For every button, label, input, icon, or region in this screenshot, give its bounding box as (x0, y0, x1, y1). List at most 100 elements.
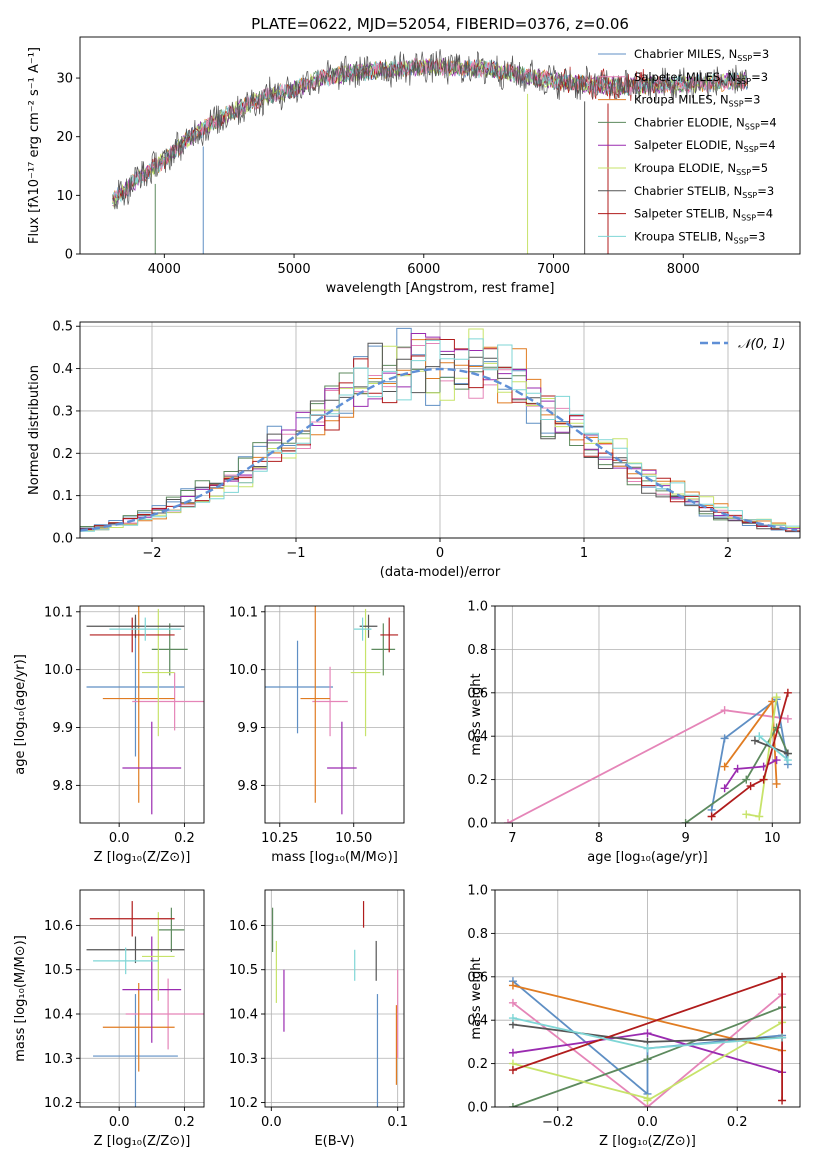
errorbar-point (109, 617, 182, 641)
tick-label-x: 0.2 (727, 1115, 748, 1130)
errorbar-point (86, 614, 185, 638)
errorbar-point (93, 947, 159, 975)
tick-label-y: 0.0 (467, 1101, 488, 1116)
legend-label: Chabrier STELIB, NSSP=3 (634, 184, 774, 200)
tick-label-y: 0.1 (52, 489, 73, 504)
tick-label-y: 10.5 (229, 963, 258, 978)
mass-weight-marker (643, 1055, 652, 1064)
tick-label-y: 0.6 (467, 686, 488, 701)
mass-weight-line (710, 697, 789, 811)
mass-weight-marker (643, 1096, 652, 1105)
tick-label-y: 10.4 (44, 1008, 73, 1023)
tick-label-y: 10.2 (44, 1096, 73, 1111)
residual-legend: 𝒩(0, 1) (700, 337, 785, 352)
residuals-xlabel: (data-model)/error (380, 565, 501, 580)
tick-label-y: 10.6 (44, 919, 73, 934)
tick-label-y: 10.2 (229, 1096, 258, 1111)
legend-label: Salpeter STELIB, NSSP=4 (634, 207, 773, 223)
age_vs_Z-frame (79, 605, 205, 824)
age_vs_Z-errorbars (86, 606, 204, 815)
residuals-axes: −2 −1 0 1 2 0.0 0.1 0.2 0.3 0.4 0.5 (data-model)/er… (27, 320, 800, 580)
tick-label-y: 0.4 (467, 1014, 488, 1029)
mass-weight-marker (783, 756, 792, 765)
mass_vs_ebv-yticks: 10.2 10.3 10.4 10.5 10.6 (229, 919, 404, 1111)
mass-weight-marker (508, 1014, 517, 1023)
legend-label: Kroupa ELODIE, NSSP=5 (634, 161, 768, 177)
spectrum-legend: Chabrier MILES, NSSP=3 Salpeter MILES, NS… (598, 47, 777, 245)
mass-weight-marker (707, 812, 716, 821)
tick-label-x: −1 (286, 546, 305, 561)
tick-label-y: 30 (56, 72, 73, 87)
errorbar-point (300, 606, 331, 803)
mass-weight-line (685, 725, 789, 823)
tick-label-x: 7000 (537, 262, 570, 277)
tick-label-y: 0.8 (467, 643, 488, 658)
errorbar-point (142, 912, 175, 1001)
age_vs_Z-xticks: 0.0 0.2 (109, 606, 195, 846)
mass-weight-marker (720, 734, 729, 743)
tick-label-x: 0.0 (637, 1115, 658, 1130)
legend-label: Kroupa MILES, NSSP=3 (634, 93, 760, 109)
tick-label-x: 10 (764, 831, 781, 846)
errorbar-point (93, 994, 178, 1107)
tick-label-y: 0.2 (52, 447, 73, 462)
weight_vs_Z-ylabel: mass weight (469, 957, 484, 1039)
spectrum-xlabel: wavelength [Angstrom, rest frame] (326, 281, 555, 296)
weight_vs_age-ylabel: mass weight (469, 673, 484, 755)
spectrum-yticks: 0 10 20 30 (56, 72, 80, 263)
weight_vs_age-yticks: 0.0 0.2 0.4 0.6 0.8 1.0 (467, 600, 800, 832)
mass-weight-line (711, 692, 789, 818)
mass-weight-marker (508, 981, 517, 990)
mass-weight-marker (508, 1066, 517, 1075)
residuals-frame (79, 321, 801, 539)
tick-label-x: 0 (436, 546, 444, 561)
mass-weight-marker (643, 1029, 652, 1038)
mass-weight-marker (508, 1048, 517, 1057)
mass-weight-line (723, 759, 778, 789)
mass_vs_ebv-xlabel: E(B-V) (314, 1134, 354, 1149)
spectrum-axes: 4000 5000 6000 7000 8000 0 10 20 30 wavelength [A… (27, 47, 700, 296)
errorbar-point (122, 721, 182, 815)
tick-label-y: 10.5 (44, 963, 73, 978)
mass_vs_Z-frame (79, 889, 205, 1108)
errorbar-point (142, 608, 175, 737)
weight_vs_Z-yticks: 0.0 0.2 0.4 0.6 0.8 1.0 (467, 884, 800, 1116)
tick-label-x: 4000 (148, 262, 181, 277)
tick-label-x: 0.2 (174, 831, 195, 846)
mass_vs_Z-axes: 0.0 0.2 10.2 10.3 10.4 10.5 10.6 Z [log₁₀(Z/Z⊙)… (13, 890, 204, 1149)
tick-label-x: −0.2 (542, 1115, 574, 1130)
tick-label-x: 0.2 (174, 1115, 195, 1130)
legend-label: 𝒩(0, 1) (738, 337, 785, 352)
tick-label-y: 1.0 (467, 600, 488, 615)
tick-label-y: 10.3 (44, 1052, 73, 1067)
mass-weight-marker (643, 1044, 652, 1053)
residual-histogram-step (80, 342, 800, 532)
mass-weight-marker (720, 762, 729, 771)
tick-label-y: 10.0 (44, 663, 73, 678)
residuals-xticks: −2 −1 0 1 2 (142, 322, 732, 561)
tick-label-y: 10.4 (229, 1008, 258, 1023)
weight_vs_Z-lines (508, 972, 787, 1107)
mass_vs_ebv-xticks: 0.0 0.1 (261, 890, 408, 1130)
tick-label-x: 7 (508, 831, 516, 846)
tick-label-y: 20 (56, 130, 73, 145)
mass-weight-line (758, 735, 789, 761)
errorbar-point (89, 901, 175, 937)
mass-weight-marker (772, 693, 781, 702)
age_vs_mass-xlabel: mass [log₁₀(M/M⊙)] (271, 850, 398, 865)
tick-label-y: 0 (65, 248, 73, 263)
tick-label-x: 9 (681, 831, 689, 846)
tick-label-y: 0.5 (52, 320, 73, 335)
mass-weight-marker (755, 812, 764, 821)
tick-label-y: 0.4 (467, 730, 488, 745)
age_vs_mass-xticks: 10.25 10.50 (261, 606, 372, 846)
weight_vs_age-frame (494, 605, 801, 824)
tick-label-x: 1 (580, 546, 588, 561)
errorbar-point (102, 983, 175, 1072)
tick-label-y: 0.0 (467, 817, 488, 832)
mass-weight-marker (759, 775, 768, 784)
mass_vs_Z-yticks: 10.2 10.3 10.4 10.5 10.6 (44, 919, 204, 1111)
mass-weight-marker (742, 810, 751, 819)
errorbar-point (327, 721, 357, 815)
